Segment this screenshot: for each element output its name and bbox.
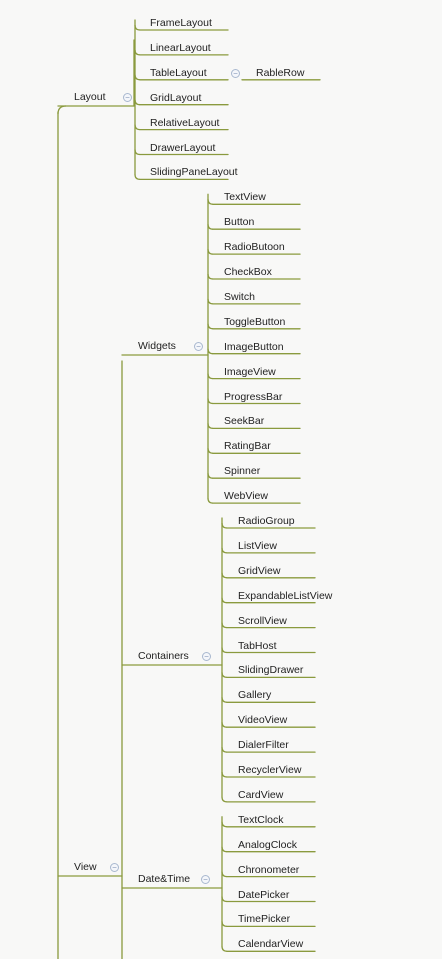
connector-radiogroup [221, 522, 228, 529]
connector-tabhost [221, 647, 228, 654]
node-radiogroup[interactable]: RadioGroup [238, 515, 295, 527]
node-chronometer[interactable]: Chronometer [238, 863, 300, 876]
connector-framelayout [134, 24, 141, 31]
node-date-and-time[interactable]: Date&Time [138, 873, 191, 885]
node-ratingbar[interactable]: RatingBar [224, 440, 271, 453]
node-datepicker[interactable]: DatePicker [238, 888, 290, 901]
connector-layout [57, 105, 67, 115]
connector-togglebutton [207, 323, 214, 330]
collapse-widgets-icon[interactable]: − [194, 342, 203, 351]
connector-tablelayout [134, 74, 141, 81]
node-imageview[interactable]: ImageView [224, 365, 276, 378]
connector-calendarview [221, 946, 228, 952]
connector-datepicker [221, 896, 228, 903]
connector-webview [207, 498, 214, 504]
connector-radiobutoon [207, 249, 214, 255]
node-view[interactable]: View [74, 861, 97, 873]
collapse-date-and-time-icon[interactable]: − [201, 875, 210, 884]
node-scrollview[interactable]: ScrollView [238, 614, 287, 627]
connector-scrollview [221, 622, 228, 629]
node-linearlayout[interactable]: LinearLayout [150, 41, 211, 54]
node-expandablelistview[interactable]: ExpandableListView [238, 589, 333, 602]
node-radiobutoon[interactable]: RadioButoon [224, 241, 285, 254]
node-videoview[interactable]: VideoView [238, 714, 288, 727]
node-seekbar[interactable]: SeekBar [224, 415, 265, 428]
connector-spinner [207, 473, 214, 479]
node-slidingpanelayout[interactable]: SlidingPaneLayout [150, 166, 238, 179]
node-imagebutton[interactable]: ImageButton [224, 340, 284, 353]
node-calendarview[interactable]: CalendarView [238, 938, 304, 951]
connector-analogclock [221, 846, 228, 853]
node-analogclock[interactable]: AnalogClock [238, 838, 297, 851]
connector-textclock [221, 821, 228, 828]
node-dialerfilter[interactable]: DialerFilter [238, 739, 289, 752]
node-rablerow[interactable]: RableRow [256, 66, 305, 79]
connector-relativelayout [134, 124, 141, 131]
node-framelayout[interactable]: FrameLayout [150, 17, 212, 29]
connector-cardview [221, 796, 228, 803]
connector-progressbar [207, 398, 214, 405]
connector-linearlayout [134, 49, 141, 56]
connector-ratingbar [207, 448, 214, 454]
node-textclock[interactable]: TextClock [238, 813, 284, 826]
connector-slidingdrawer [221, 672, 228, 679]
node-cardview[interactable]: CardView [238, 788, 284, 801]
connector-listview [221, 547, 228, 554]
connector-gridlayout [134, 99, 141, 106]
collapse-containers-icon[interactable]: − [202, 652, 211, 661]
connector-videoview [221, 722, 228, 728]
connector-switch [207, 298, 214, 305]
node-textview[interactable]: TextView [224, 191, 266, 204]
connector-dialerfilter [221, 747, 228, 753]
node-gallery[interactable]: Gallery [238, 689, 272, 702]
connector-slidingpanelayout [134, 174, 141, 181]
connector-chronometer [221, 871, 228, 878]
connector-expandablelistview [221, 597, 228, 604]
collapse-layout-icon[interactable]: − [123, 93, 132, 102]
node-layout[interactable]: Layout [74, 91, 106, 103]
collapse-tablelayout-icon[interactable]: − [231, 68, 240, 78]
node-spinner[interactable]: Spinner [224, 465, 261, 478]
connector-timepicker [221, 921, 228, 928]
node-gridlayout[interactable]: GridLayout [150, 91, 202, 104]
node-relativelayout[interactable]: RelativeLayout [150, 116, 220, 129]
node-containers[interactable]: Containers [138, 650, 189, 662]
node-togglebutton[interactable]: ToggleButton [224, 315, 286, 328]
node-widgets[interactable]: Widgets [138, 340, 176, 352]
connector-seekbar [207, 423, 214, 430]
node-listview[interactable]: ListView [238, 539, 277, 552]
connector-imageview [207, 373, 214, 380]
connector-imagebutton [207, 348, 214, 355]
node-button[interactable]: Button [224, 216, 255, 229]
node-switch[interactable]: Switch [224, 290, 255, 303]
node-drawerlayout[interactable]: DrawerLayout [150, 141, 216, 154]
connector-gallery [221, 697, 228, 703]
node-recyclerview[interactable]: RecyclerView [238, 764, 302, 776]
connector-gridview [221, 572, 228, 579]
node-webview[interactable]: WebView [224, 490, 268, 503]
connector-textview [207, 199, 214, 205]
connector-checkbox [207, 273, 214, 280]
node-tablelayout[interactable]: TableLayout [150, 66, 207, 79]
node-progressbar[interactable]: ProgressBar [224, 390, 283, 403]
connector-drawerlayout [134, 149, 141, 156]
node-slidingdrawer[interactable]: SlidingDrawer [238, 664, 304, 677]
node-tabhost[interactable]: TabHost [238, 639, 277, 652]
node-gridview[interactable]: GridView [238, 564, 281, 577]
node-timepicker[interactable]: TimePicker [238, 913, 291, 926]
collapse-view-icon[interactable]: − [110, 863, 119, 872]
node-checkbox[interactable]: CheckBox [224, 266, 272, 278]
connector-button [207, 224, 214, 230]
connector-recyclerview [221, 771, 228, 778]
